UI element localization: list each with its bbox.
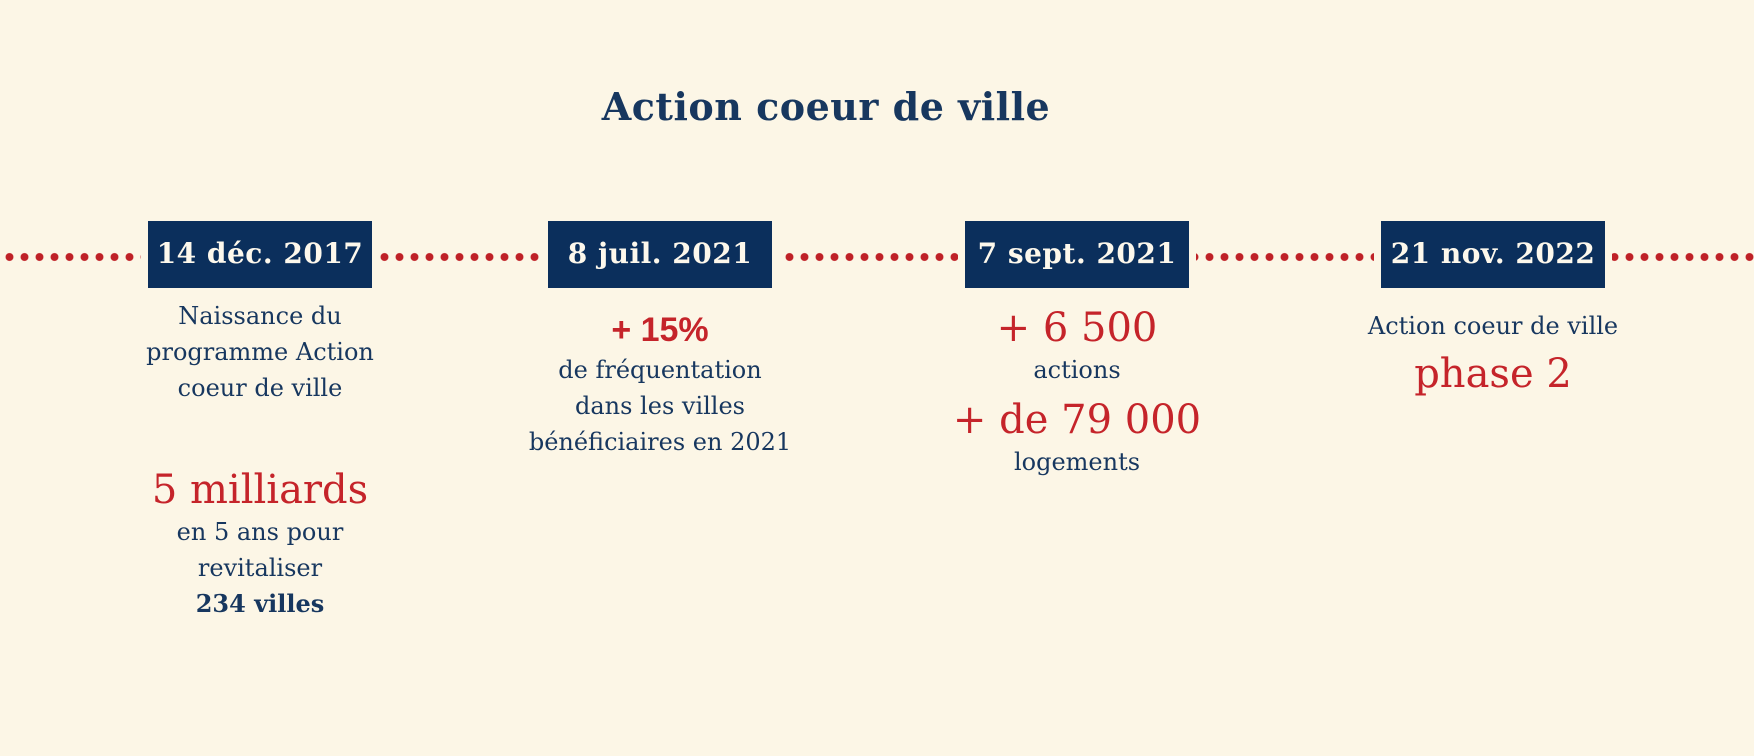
milestone-sept-2021-highlight2-label: logements [1013, 448, 1141, 476]
milestone-2017-detail-line: revitaliser [197, 554, 323, 582]
milestone-2017-detail-bold: 234 villes [195, 589, 325, 618]
milestone-2017: 14 déc. 2017 Naissance du programme Acti… [70, 221, 450, 622]
page-title: Action coeur de ville [601, 84, 1051, 129]
milestone-2017-description-line: Naissance du [178, 302, 342, 330]
milestone-2017-description-line: programme Action [146, 338, 374, 366]
milestone-2017-date-badge: 14 déc. 2017 [141, 221, 379, 288]
milestone-2017-highlight: 5 milliards [151, 467, 369, 513]
milestone-sept-2021-date-badge: 7 sept. 2021 [958, 221, 1196, 288]
milestone-2022-highlight: phase 2 [1414, 351, 1572, 397]
milestone-juil-2021-date-badge: 8 juil. 2021 [541, 221, 779, 288]
milestone-sept-2021-highlight: + 6 500 [996, 305, 1158, 351]
milestone-2017-description-line: coeur de ville [177, 374, 343, 402]
spacer [70, 406, 450, 466]
milestone-2022: 21 nov. 2022 Action coeur de ville phase… [1303, 221, 1683, 398]
timeline-dotted-line [0, 250, 1754, 264]
milestone-sept-2021-body: + 6 500 actions + de 79 000 logements [887, 304, 1267, 480]
milestone-2022-description-line: Action coeur de ville [1367, 312, 1619, 340]
milestone-2022-date-badge: 21 nov. 2022 [1374, 221, 1612, 288]
milestone-2017-body: Naissance du programme Action coeur de v… [70, 298, 450, 622]
milestone-juil-2021-detail-line: dans les villes [574, 392, 745, 420]
milestone-2017-detail-line: en 5 ans pour [176, 518, 344, 546]
milestone-sept-2021-highlight2: + de 79 000 [952, 397, 1202, 443]
milestone-sept-2021: 7 sept. 2021 + 6 500 actions + de 79 000… [887, 221, 1267, 480]
milestone-2022-body: Action coeur de ville phase 2 [1303, 308, 1683, 398]
milestone-sept-2021-highlight-label: actions [1033, 356, 1121, 384]
spacer [887, 388, 1267, 396]
milestone-juil-2021-detail-line: de fréquentation [558, 356, 762, 384]
milestone-juil-2021-highlight: + 15% [611, 311, 709, 349]
milestone-juil-2021: 8 juil. 2021 + 15% de fréquentation dans… [470, 221, 850, 460]
milestone-juil-2021-body: + 15% de fréquentation dans les villes b… [470, 308, 850, 460]
milestone-juil-2021-detail-line: bénéficiaires en 2021 [528, 428, 792, 456]
